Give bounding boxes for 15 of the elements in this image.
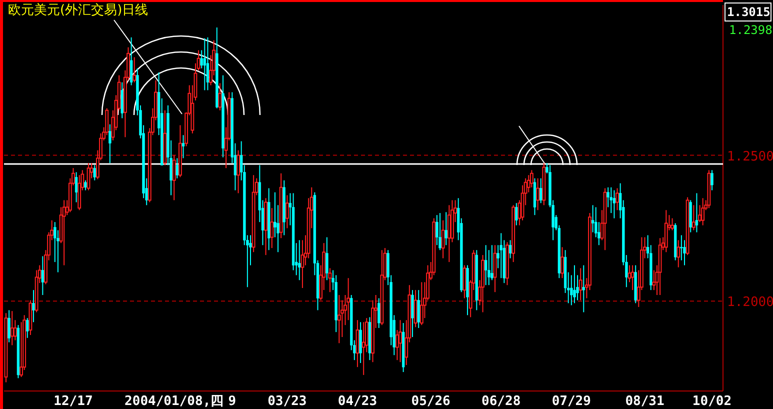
y-tick-label: 1.3015 — [727, 5, 770, 19]
x-tick-label: 12/17 — [54, 394, 93, 409]
x-tick-label: 03/23 — [268, 394, 307, 409]
x-tick-label: 9 — [228, 394, 236, 409]
x-tick-label: 07/29 — [552, 394, 591, 409]
x-tick-label: 05/26 — [411, 394, 451, 409]
x-tick-label: 04/23 — [338, 394, 378, 409]
x-tick-label: 2004/01/08,四 — [124, 394, 224, 409]
y-tick-label: 1.2000 — [727, 295, 773, 310]
y-tick-label: 1.2500 — [727, 149, 773, 164]
x-tick-label: 06/28 — [482, 394, 521, 409]
chart-title: 欧元美元(外汇交易)日线 — [8, 2, 148, 18]
text: 1.2398 — [729, 23, 772, 37]
x-tick-label: 10/02 — [692, 394, 732, 409]
x-tick-label: 08/31 — [625, 394, 664, 409]
